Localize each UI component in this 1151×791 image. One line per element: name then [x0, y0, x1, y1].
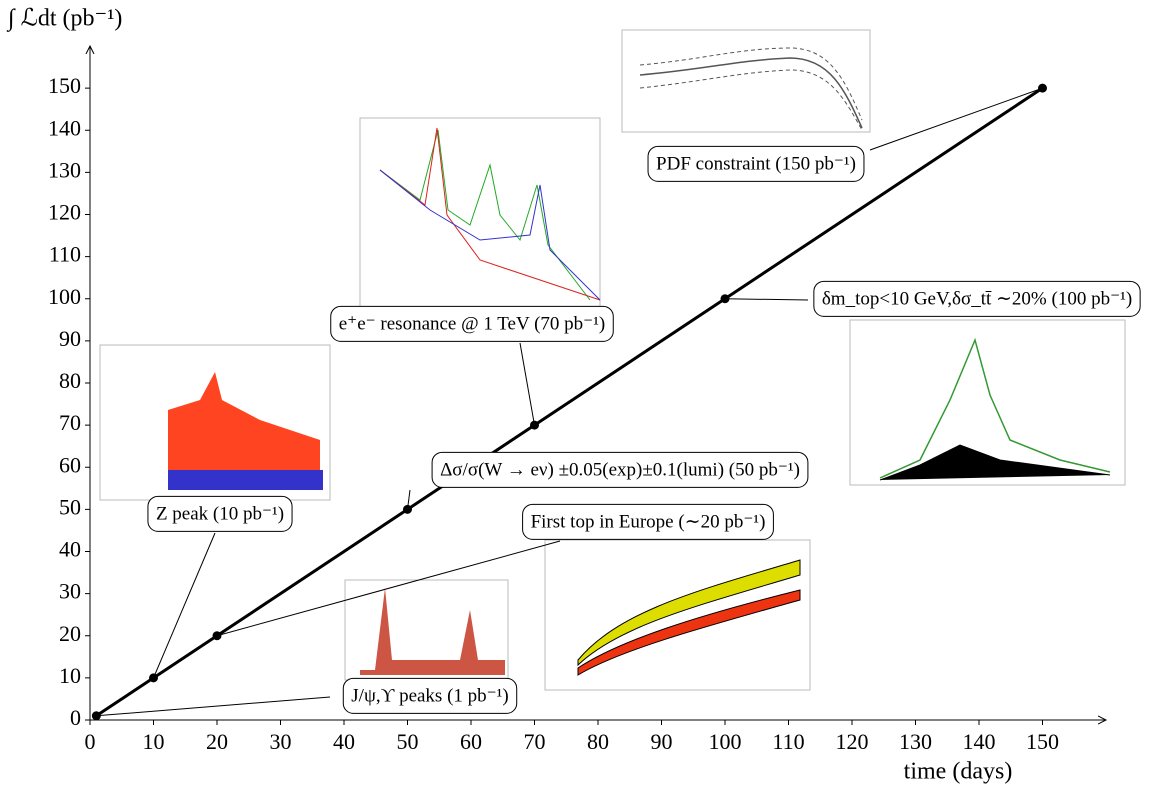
x-tick-label: 100	[709, 729, 742, 754]
y-tick-label: 20	[59, 621, 81, 646]
data-point	[720, 294, 730, 304]
annotation: J/ψ,ϒ peaks (1 pb⁻¹)	[342, 677, 518, 714]
x-tick-label: 110	[772, 729, 804, 754]
y-tick-label: 0	[70, 705, 81, 730]
x-tick-label: 70	[524, 729, 546, 754]
annotation-text: δm_top<10 GeV,δσ_tt̄ ∼20% (100 pb⁻¹)	[822, 288, 1132, 309]
data-point	[530, 420, 539, 430]
annotation-text: First top in Europe (∼20 pb⁻¹)	[531, 511, 766, 532]
x-tick-label: 20	[206, 729, 228, 754]
x-tick-label: 40	[333, 729, 355, 754]
y-tick-label: 120	[48, 200, 81, 225]
x-tick-label: 150	[1026, 729, 1059, 754]
annotation: δm_top<10 GeV,δσ_tt̄ ∼20% (100 pb⁻¹)	[813, 280, 1141, 317]
connector	[519, 342, 535, 426]
annotation-text: PDF constraint (150 pb⁻¹)	[656, 153, 856, 174]
x-axis-label: time (days)	[904, 759, 1013, 785]
annotation: Z peak (10 pb⁻¹)	[147, 495, 293, 532]
annotation-box	[431, 451, 809, 488]
y-tick-label: 40	[59, 537, 81, 562]
y-tick-label: 30	[59, 579, 81, 604]
y-tick-label: 100	[48, 284, 81, 309]
y-tick-label: 90	[59, 326, 81, 351]
inset-top-mass	[849, 319, 1126, 486]
y-tick-label: 10	[59, 663, 81, 688]
inset-pdf	[621, 29, 871, 133]
annotation-box	[813, 280, 1141, 317]
inset-significance	[544, 539, 811, 691]
annotation-box	[342, 677, 518, 714]
connector	[869, 87, 1043, 151]
connector	[96, 696, 331, 717]
annotation: PDF constraint (150 pb⁻¹)	[647, 145, 865, 182]
connector	[216, 540, 561, 637]
annotation-text: Δσ/σ(W → eν) ±0.05(exp)±0.1(lumi) (50 pb…	[440, 459, 800, 480]
annotation: e⁺e⁻ resonance @ 1 TeV (70 pb⁻¹)	[330, 305, 614, 342]
annotation-text: e⁺e⁻ resonance @ 1 TeV (70 pb⁻¹)	[339, 313, 606, 334]
x-tick-label: 120	[836, 729, 869, 754]
data-point	[91, 711, 101, 721]
x-tick-label: 10	[143, 729, 165, 754]
inset-z	[99, 344, 331, 501]
data-point	[1038, 83, 1047, 93]
annotation-box	[647, 145, 865, 182]
x-tick-label: 130	[899, 729, 932, 754]
annotation: Δσ/σ(W → eν) ±0.05(exp)±0.1(lumi) (50 pb…	[431, 451, 809, 488]
x-tick-label: 50	[397, 729, 419, 754]
x-tick-label: 60	[460, 729, 482, 754]
y-tick-label: 70	[59, 410, 81, 435]
x-tick-label: 0	[85, 729, 96, 754]
data-point	[212, 631, 222, 641]
y-tick-label: 60	[59, 452, 81, 477]
y-axis-label: ∫ ℒdt (pb⁻¹)	[6, 6, 122, 33]
annotation-text: Z peak (10 pb⁻¹)	[156, 503, 284, 524]
y-tick-label: 50	[59, 494, 81, 519]
annotation-box	[147, 495, 293, 532]
y-tick-label: 140	[48, 115, 81, 140]
connector	[153, 532, 216, 679]
connector	[724, 298, 809, 301]
annotation: First top in Europe (∼20 pb⁻¹)	[522, 503, 774, 540]
inset-resonance	[359, 117, 601, 309]
data-point	[403, 504, 412, 514]
annotation-text: J/ψ,ϒ peaks (1 pb⁻¹)	[351, 685, 508, 706]
y-tick-label: 130	[48, 157, 81, 182]
y-tick-label: 150	[48, 73, 81, 98]
x-tick-label: 30	[270, 729, 292, 754]
annotation-box	[330, 305, 614, 342]
inset-onia	[344, 579, 509, 681]
y-tick-label: 110	[49, 242, 81, 267]
x-tick-label: 90	[651, 729, 673, 754]
annotation-box	[522, 503, 774, 540]
x-tick-label: 80	[587, 729, 609, 754]
x-tick-label: 140	[963, 729, 996, 754]
y-tick-label: 80	[59, 368, 81, 393]
data-point	[149, 673, 158, 683]
